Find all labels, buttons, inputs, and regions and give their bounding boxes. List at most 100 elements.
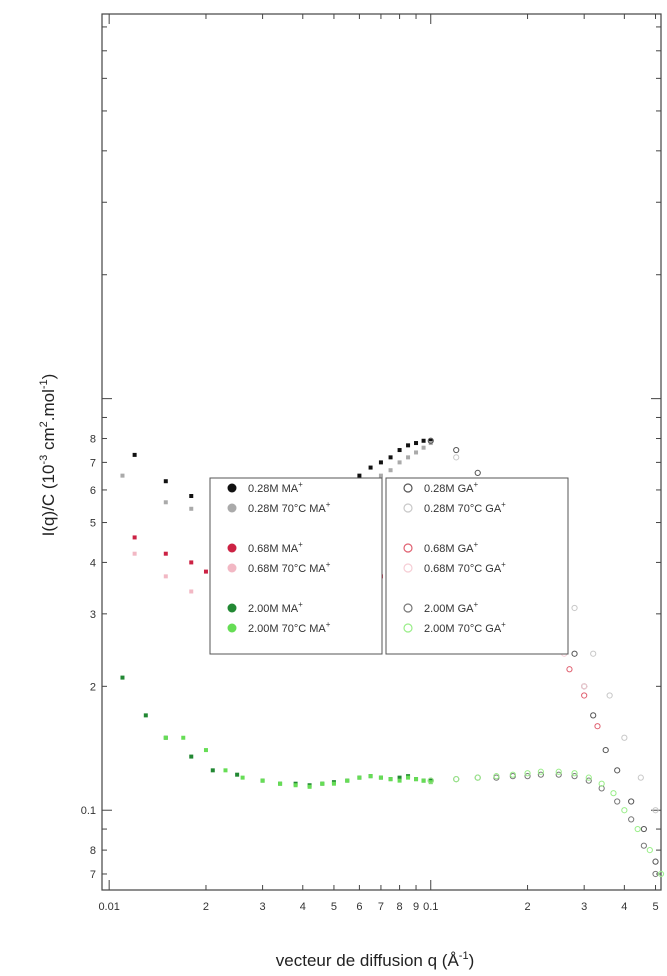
data-point bbox=[210, 768, 215, 773]
legend-box-1 bbox=[385, 477, 569, 655]
data-point bbox=[278, 781, 283, 786]
data-point bbox=[581, 683, 588, 690]
legend-marker bbox=[227, 603, 237, 613]
legend-label: 2.00M GA+ bbox=[424, 600, 479, 615]
data-point bbox=[203, 569, 208, 574]
data-point bbox=[378, 775, 383, 780]
plot-frame bbox=[101, 13, 662, 891]
data-point bbox=[566, 666, 573, 673]
y-tick-label: 7 bbox=[90, 869, 96, 881]
data-point bbox=[397, 775, 402, 780]
data-point bbox=[406, 443, 411, 448]
data-point bbox=[652, 807, 659, 814]
data-point bbox=[453, 446, 460, 454]
data-point bbox=[590, 650, 597, 657]
legend-label: 0.28M 70°C MA+ bbox=[248, 500, 331, 515]
data-point bbox=[120, 675, 125, 680]
x-tick-label: 4 bbox=[621, 901, 627, 913]
data-point bbox=[598, 780, 605, 787]
legend: 0.28M MA+ 0.28M 70°C MA+ 0.68M MA+ 0.68M 70… bbox=[209, 477, 569, 655]
data-point bbox=[537, 771, 544, 778]
y-tick-label: 0.1 bbox=[81, 805, 96, 817]
data-point bbox=[357, 775, 362, 780]
data-point bbox=[524, 770, 531, 777]
data-point bbox=[428, 438, 433, 443]
x-tick-label: 9 bbox=[413, 901, 419, 913]
x-tick-label: 8 bbox=[397, 901, 403, 913]
legend-marker bbox=[403, 603, 413, 613]
data-point bbox=[132, 551, 137, 556]
data-point bbox=[474, 774, 481, 781]
data-point bbox=[189, 506, 194, 511]
data-point bbox=[181, 735, 186, 740]
data-point bbox=[143, 713, 148, 718]
data-point bbox=[509, 771, 516, 778]
y-tick-label: 2 bbox=[90, 681, 96, 693]
data-point bbox=[602, 746, 609, 754]
data-point bbox=[453, 776, 460, 783]
y-tick-label: 6 bbox=[90, 485, 96, 497]
x-axis-title: vecteur de diffusion q (Å-1) bbox=[276, 950, 474, 970]
x-tick-label: 0.01 bbox=[98, 901, 119, 913]
x-tick-label: 2 bbox=[203, 901, 209, 913]
legend-marker bbox=[227, 623, 237, 633]
data-point bbox=[163, 479, 168, 484]
data-point bbox=[428, 780, 433, 785]
data-point bbox=[397, 778, 402, 783]
data-point bbox=[240, 775, 245, 780]
x-tick-label: 6 bbox=[356, 901, 362, 913]
data-point bbox=[223, 768, 228, 773]
data-point bbox=[585, 777, 592, 784]
data-point bbox=[320, 781, 325, 786]
data-point bbox=[652, 858, 659, 865]
data-point bbox=[388, 777, 393, 782]
data-point bbox=[293, 783, 298, 788]
data-point bbox=[555, 771, 562, 778]
legend-marker bbox=[227, 483, 237, 493]
legend-label: 2.00M 70°C GA+ bbox=[424, 620, 506, 635]
data-point bbox=[427, 437, 434, 444]
x-tick-label: 3 bbox=[260, 901, 266, 913]
data-point bbox=[474, 469, 481, 477]
data-point bbox=[610, 790, 617, 797]
legend-marker bbox=[403, 543, 413, 553]
legend-label: 2.00M MA+ bbox=[248, 600, 303, 615]
data-point bbox=[189, 494, 194, 499]
data-point bbox=[378, 460, 383, 465]
data-point bbox=[571, 650, 578, 657]
data-point bbox=[368, 465, 373, 470]
y-tick-label: 4 bbox=[90, 557, 96, 569]
series-11 bbox=[427, 768, 665, 878]
y-tick-label: 8 bbox=[90, 434, 96, 446]
data-point bbox=[132, 452, 137, 457]
data-point bbox=[614, 798, 621, 805]
legend-marker bbox=[403, 483, 413, 493]
legend-label: 2.00M 70°C MA+ bbox=[248, 620, 331, 635]
legend-marker bbox=[227, 543, 237, 553]
legend-marker bbox=[227, 563, 237, 573]
data-point bbox=[163, 551, 168, 556]
data-point bbox=[621, 807, 628, 814]
data-point bbox=[397, 460, 402, 465]
data-point bbox=[634, 825, 641, 833]
data-point bbox=[421, 445, 426, 450]
data-point bbox=[621, 734, 628, 741]
legend-label: 0.68M 70°C GA+ bbox=[424, 560, 506, 575]
data-point bbox=[406, 455, 411, 460]
data-point bbox=[571, 604, 578, 612]
data-point bbox=[594, 723, 601, 730]
data-point bbox=[388, 455, 393, 460]
data-point bbox=[189, 754, 194, 759]
data-point bbox=[637, 774, 644, 781]
y-tick-label: 7 bbox=[90, 457, 96, 469]
x-tick-label: 4 bbox=[300, 901, 306, 913]
legend-label: 0.68M 70°C MA+ bbox=[248, 560, 331, 575]
data-point bbox=[524, 773, 531, 780]
data-point bbox=[453, 454, 460, 461]
legend-label: 0.28M MA+ bbox=[248, 480, 303, 495]
data-point bbox=[555, 768, 562, 775]
legend-marker bbox=[227, 503, 237, 513]
data-point bbox=[598, 785, 605, 792]
data-point bbox=[406, 775, 411, 780]
